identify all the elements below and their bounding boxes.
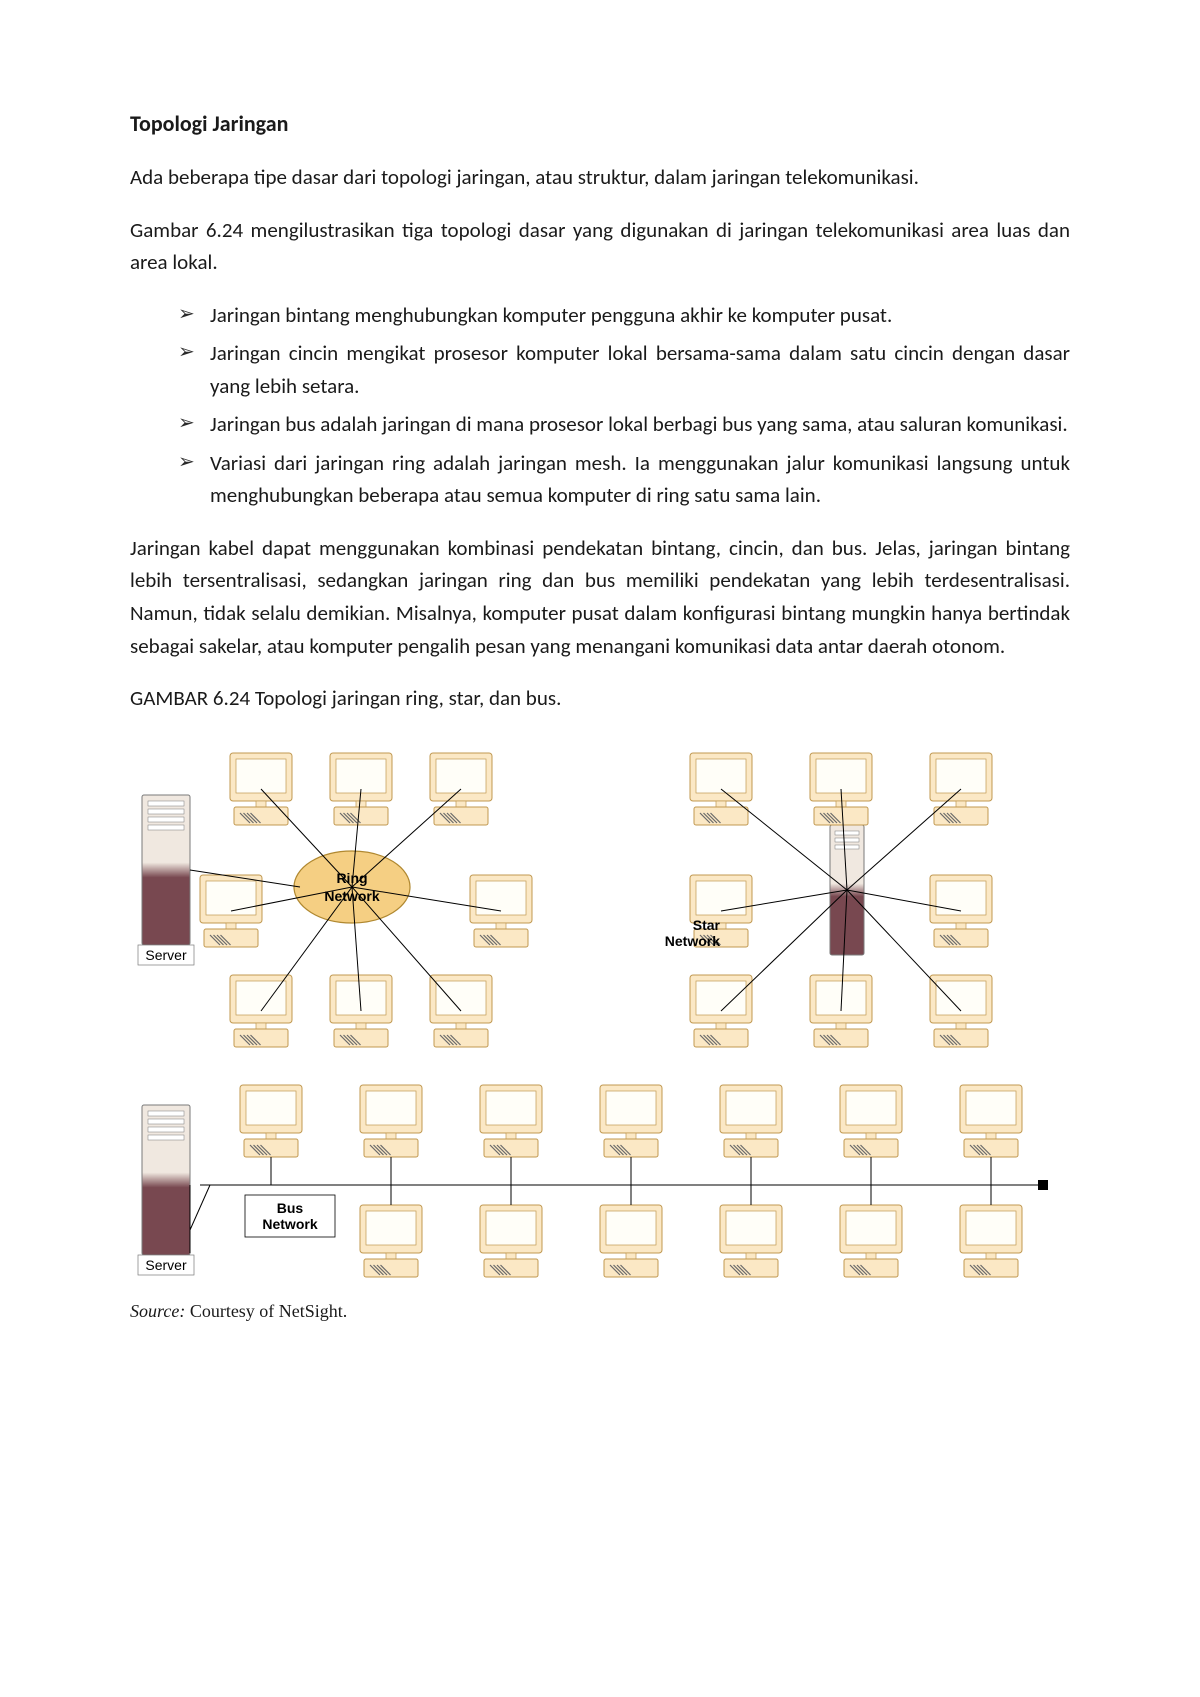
paragraph-2: Gambar 6.24 mengilustrasikan tiga topolo… [130,214,1070,279]
figure-source: Source: Courtesy of NetSight. [130,1301,1070,1322]
bullet-item: Variasi dari jaringan ring adalah jaring… [178,447,1070,512]
bullet-list: Jaringan bintang menghubungkan komputer … [130,299,1070,512]
source-label: Source: [130,1301,185,1321]
paragraph-1: Ada beberapa tipe dasar dari topologi ja… [130,161,1070,194]
paragraph-3: Jaringan kabel dapat menggunakan kombina… [130,532,1070,662]
svg-text:Server: Server [145,947,187,963]
topology-figure: ServerRingNetworkStarNetworkServerBusNet… [130,735,1070,1322]
bullet-item: Jaringan bintang menghubungkan komputer … [178,299,1070,332]
svg-text:Network: Network [262,1216,317,1232]
svg-text:Star: Star [693,917,721,933]
topology-diagram: ServerRingNetworkStarNetworkServerBusNet… [130,735,1070,1295]
svg-text:Bus: Bus [277,1200,304,1216]
bullet-item: Jaringan bus adalah jaringan di mana pro… [178,408,1070,441]
source-text: Courtesy of NetSight. [185,1301,347,1321]
page-title: Topologi Jaringan [130,110,1070,137]
figure-caption: GAMBAR 6.24 Topologi jaringan ring, star… [130,682,1070,715]
bullet-item: Jaringan cincin mengikat prosesor komput… [178,337,1070,402]
svg-text:Network: Network [665,933,720,949]
svg-text:Server: Server [145,1257,187,1273]
